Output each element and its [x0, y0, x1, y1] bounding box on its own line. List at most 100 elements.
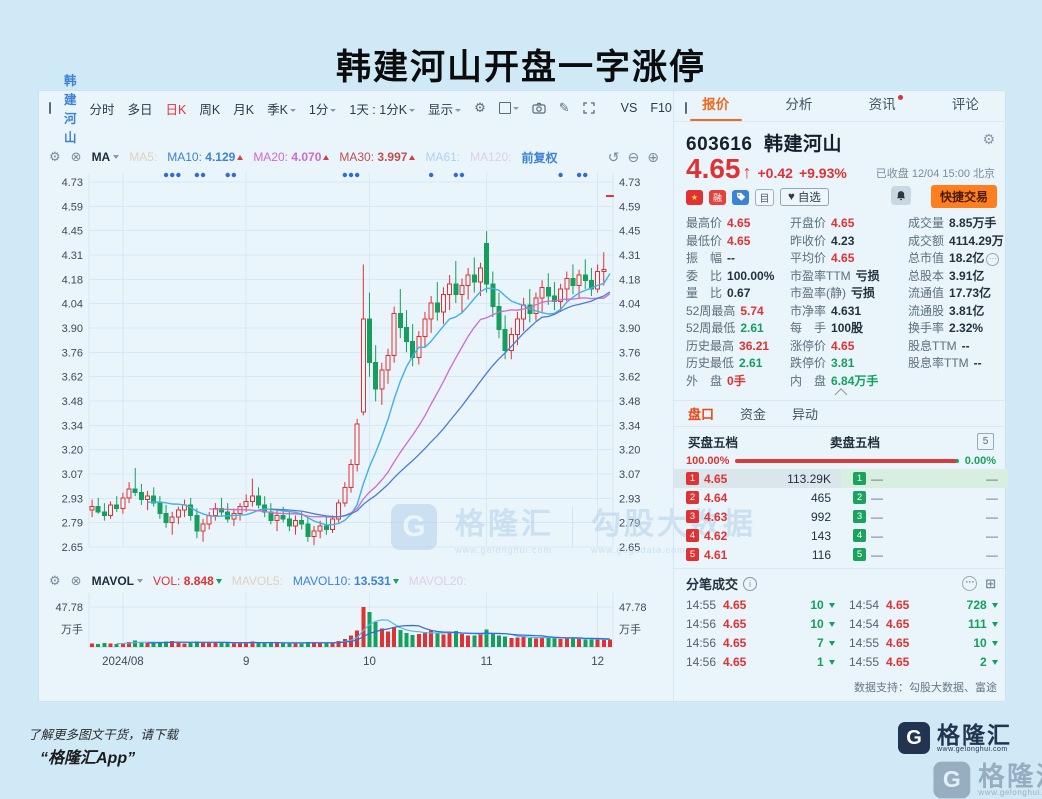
stat-value: 18.2亿 — [949, 251, 985, 265]
zoom-in-icon[interactable]: ⊕ — [647, 148, 659, 165]
gear-icon[interactable]: ⚙ — [49, 149, 61, 164]
stock-title: 603616 韩建河山 — [686, 134, 842, 155]
undo-icon[interactable]: ↺ — [607, 148, 620, 165]
level-depth-button[interactable]: 5 — [977, 433, 994, 450]
quote-tab[interactable]: 评论 — [951, 97, 979, 112]
buy-level[interactable]: 5 4.61 116 — [674, 545, 841, 564]
camera-icon[interactable] — [532, 102, 546, 114]
gelonghui-logo: G 格隆汇 www.gelonghui.com — [898, 722, 1012, 754]
mavol10-value[interactable]: MAVOL10: 13.531 — [293, 574, 399, 588]
alert-bell-button[interactable] — [891, 186, 911, 205]
tick-time: 14:55 — [686, 598, 717, 612]
mavol-group-label[interactable]: MAVOL — [92, 574, 144, 588]
candlestick-chart[interactable]: 4.73 4.73 4.59 4.59 4.45 4.45 4.31 4.31 4.18 4.18… — [39, 169, 673, 671]
price-line: 4.65 ↑ +0.42 +9.93% — [686, 153, 847, 185]
ma120-label[interactable]: MA120: — [470, 150, 512, 164]
depth-tabs: 盘口 资金 异动 — [688, 404, 818, 423]
svg-text:4.45: 4.45 — [62, 226, 83, 238]
more-icon[interactable]: ⋯ — [962, 575, 978, 591]
toolbar-item[interactable]: 月K — [233, 102, 255, 117]
sell-tick-icon — [829, 660, 835, 665]
sell-level[interactable]: 4 — — — [841, 526, 1008, 545]
mavol20-label[interactable]: MAVOL20: — [408, 574, 467, 588]
f10-button[interactable]: F10 — [650, 101, 672, 115]
depth-tab[interactable]: 资金 — [740, 407, 767, 422]
toolbar-item[interactable]: 季K — [267, 99, 296, 118]
stats-cell: 市盈率TTM 亏损 — [790, 268, 908, 286]
buy-level[interactable]: 2 4.64 465 — [674, 488, 841, 507]
sell-level-badge: 1 — [853, 472, 866, 485]
stats-cell: 股息率TTM -- — [908, 355, 998, 373]
ma20-value[interactable]: MA20: 4.070 — [253, 150, 330, 164]
zoom-out-icon[interactable]: ⊖ — [627, 148, 640, 165]
ma30-value[interactable]: MA30: 3.997 — [339, 150, 416, 164]
buy-volume: 143 — [810, 528, 831, 543]
page-title: 韩建河山开盘一字涨停 — [335, 48, 706, 88]
mavol5-label[interactable]: MAVOL5: — [231, 574, 283, 588]
toolbar-item[interactable]: 分时 — [89, 102, 115, 117]
sell-level[interactable]: 5 — — — [841, 545, 1008, 564]
order-book: 1 4.65 113.29K 1 — — 2 4.64 465 2 — — 3 4.63 992 3 — — 4 4.… — [674, 469, 1008, 564]
toolbar-item[interactable]: 周K — [199, 102, 221, 117]
pencil-icon[interactable]: ✎ — [558, 100, 570, 115]
close-circle-icon[interactable]: ⊗ — [70, 573, 82, 588]
ma5-label[interactable]: MA5: — [129, 150, 158, 164]
vs-button[interactable]: VS — [620, 101, 638, 115]
tick-group: 14:56 4.65 1 — [686, 653, 835, 672]
buy-depth-title: 买盘五档 — [688, 436, 739, 450]
order-book-row[interactable]: 3 4.63 992 3 — — — [674, 507, 1008, 526]
tick-row[interactable]: 14:56 4.65 7 14:55 4.65 10 — [686, 634, 998, 653]
grid-view-icon[interactable]: ⊞ — [985, 575, 996, 591]
toolbar-item[interactable]: 多日 — [127, 102, 153, 117]
ellipsis-icon[interactable]: ⋯ — [986, 253, 1000, 266]
depth-tab[interactable]: 异动 — [792, 407, 819, 422]
chart-style-icon[interactable] — [498, 102, 519, 114]
tick-row[interactable]: 14:56 4.65 10 14:54 4.65 111 — [686, 615, 998, 634]
toolbar-item[interactable]: 1天 : 1分K — [349, 99, 416, 118]
close-circle-icon[interactable]: ⊗ — [70, 149, 82, 164]
buy-level[interactable]: 3 4.63 992 — [674, 507, 841, 526]
add-watchlist-button[interactable]: ♥ 自选 — [780, 188, 829, 206]
tick-row[interactable]: 14:56 4.65 1 14:55 4.65 2 — [686, 653, 998, 672]
order-book-row[interactable]: 5 4.61 116 5 — — — [674, 545, 1008, 564]
stat-label: 历史最高 — [686, 338, 735, 353]
toolbar-item[interactable]: 1分 — [309, 99, 337, 118]
buy-level[interactable]: 4 4.62 143 — [674, 526, 841, 545]
expand-icon[interactable] — [582, 102, 595, 114]
tick-row[interactable]: 14:55 4.65 10 14:54 4.65 728 — [686, 596, 998, 615]
stats-row: 振 幅 -- 平均价 4.65 总市值 18.2亿 ⋯ — [686, 250, 1000, 268]
gear-icon[interactable]: ⚙ — [474, 100, 486, 115]
ma-group-label[interactable]: MA — [92, 150, 120, 164]
sell-level[interactable]: 3 — — — [841, 507, 1008, 526]
sell-level[interactable]: 2 — — — [841, 488, 1008, 507]
collapse-chevron-icon[interactable] — [834, 388, 847, 401]
order-book-row[interactable]: 2 4.64 465 2 — — — [674, 488, 1008, 507]
vol-value[interactable]: VOL: 8.848 — [153, 574, 222, 588]
ma10-value[interactable]: MA10: 4.129 — [167, 150, 244, 164]
quote-tab[interactable]: 分析 — [785, 97, 813, 112]
info-icon[interactable]: i — [743, 576, 758, 591]
buy-level[interactable]: 1 4.65 113.29K — [674, 469, 841, 488]
gear-icon[interactable]: ⚙ — [982, 131, 995, 147]
toolbar-item[interactable]: 日K — [165, 102, 187, 117]
tick-group: 14:54 4.65 728 — [849, 596, 998, 615]
fuquan-button[interactable]: 前复权 — [521, 150, 558, 165]
toolbar-item[interactable]: 显示 — [428, 99, 462, 118]
toolbar-stock-name[interactable]: 韩建河山 — [64, 74, 77, 145]
order-book-row[interactable]: 4 4.62 143 4 — — — [674, 526, 1008, 545]
quote-tab[interactable]: 报价 — [674, 91, 757, 121]
svg-text:2.93: 2.93 — [62, 493, 83, 505]
depth-tab[interactable]: 盘口 — [688, 407, 715, 422]
notification-dot — [897, 95, 903, 100]
buy-sell-ratio-bar: 100.00% 0.00% — [686, 455, 996, 467]
window-layout-icon[interactable] — [49, 102, 51, 114]
stats-cell: 总市值 18.2亿 ⋯ — [908, 250, 1000, 268]
quote-tab[interactable]: 资讯 — [841, 91, 924, 121]
order-book-row[interactable]: 1 4.65 113.29K 1 — — — [674, 469, 1008, 488]
quick-trade-button[interactable]: 快捷交易 — [930, 185, 997, 208]
ma61-label[interactable]: MA61: — [425, 150, 461, 164]
gear-icon[interactable]: ⚙ — [49, 573, 61, 588]
chevron-down-icon — [289, 108, 296, 112]
buy-price: 4.65 — [704, 471, 728, 486]
sell-level[interactable]: 1 — — — [841, 469, 1008, 488]
